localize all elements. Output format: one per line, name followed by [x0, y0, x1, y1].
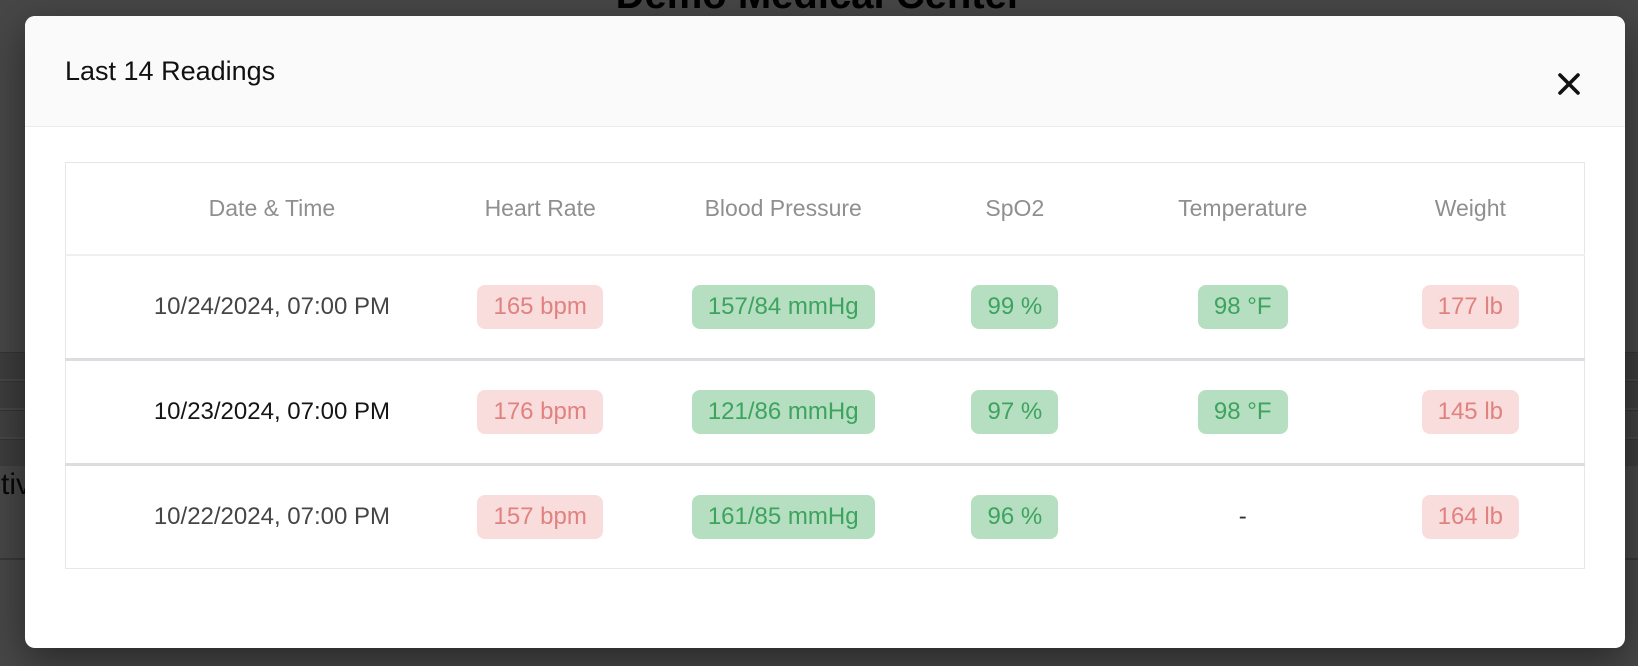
cell-temperature-badge: - [1238, 503, 1247, 530]
table-row: 10/22/2024, 07:00 PM 157 bpm 161/85 mmHg… [65, 463, 1585, 569]
cell-datetime: 10/23/2024, 07:00 PM [65, 358, 415, 465]
cell-spo2-badge: 99 % [971, 285, 1059, 329]
cell-heart-rate-badge: 157 bpm [477, 495, 603, 539]
col-header-heart-rate: Heart Rate [414, 162, 666, 256]
cell-datetime: 10/24/2024, 07:00 PM [153, 293, 391, 320]
table-header-row: Date & Time Heart Rate Blood Pressure Sp… [65, 162, 1585, 256]
table-row: 10/23/2024, 07:00 PM 176 bpm 121/86 mmHg… [65, 358, 1585, 465]
table-row: 10/24/2024, 07:00 PM 165 bpm 157/84 mmHg… [66, 255, 1585, 360]
cell-datetime: 10/22/2024, 07:00 PM [65, 463, 415, 569]
col-header-temperature: Temperature [1128, 162, 1357, 256]
cell-temperature-badge: 98 °F [1197, 285, 1288, 329]
col-header-spo2: SpO2 [900, 162, 1129, 256]
col-header-weight: Weight [1356, 162, 1585, 256]
readings-modal: Last 14 Readings Date & Time Heart Rate … [25, 16, 1625, 648]
cell-heart-rate-badge: 176 bpm [477, 390, 603, 434]
modal-title: Last 14 Readings [65, 55, 276, 86]
readings-table: Date & Time Heart Rate Blood Pressure Sp… [65, 162, 1585, 569]
cell-blood-pressure-badge: 121/86 mmHg [691, 390, 875, 434]
col-header-datetime: Date & Time [65, 162, 415, 256]
cell-spo2-badge: 96 % [971, 495, 1059, 539]
cell-blood-pressure-badge: 157/84 mmHg [691, 285, 875, 329]
cell-blood-pressure-badge: 161/85 mmHg [691, 495, 875, 539]
cell-heart-rate-badge: 165 bpm [477, 285, 603, 329]
cell-temperature-badge: 98 °F [1197, 390, 1288, 434]
cell-weight-badge: 164 lb [1421, 495, 1519, 539]
modal-body: Date & Time Heart Rate Blood Pressure Sp… [25, 127, 1625, 653]
cell-weight-badge: 177 lb [1421, 285, 1519, 329]
close-button[interactable] [1551, 66, 1587, 102]
close-icon [1556, 71, 1582, 97]
modal-header: Last 14 Readings [25, 16, 1625, 127]
cell-weight-badge: 145 lb [1421, 390, 1519, 434]
cell-spo2-badge: 97 % [971, 390, 1059, 434]
col-header-blood-pressure: Blood Pressure [665, 162, 901, 256]
